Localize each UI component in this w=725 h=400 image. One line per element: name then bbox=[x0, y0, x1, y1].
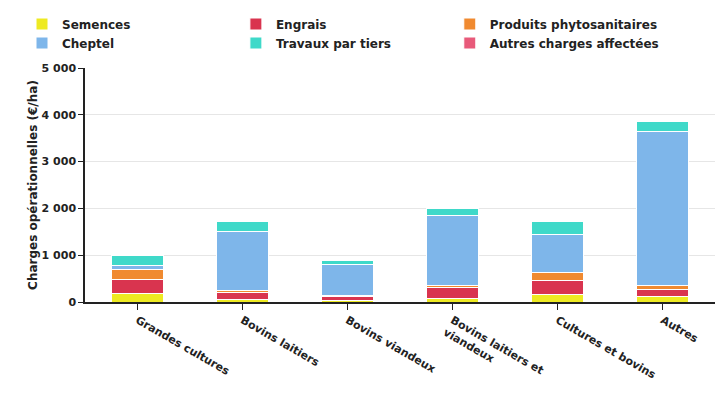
svg-text:Bovins laitiers etviandeux: Bovins laitiers etviandeux bbox=[441, 314, 546, 390]
svg-text:Cultures et bovins: Cultures et bovins bbox=[553, 314, 658, 382]
svg-text:Engrais: Engrais bbox=[276, 18, 327, 32]
svg-text:Charges opérationnelles (€/ha): Charges opérationnelles (€/ha) bbox=[26, 80, 40, 290]
svg-text:Bovins viandeux: Bovins viandeux bbox=[343, 314, 437, 376]
svg-text:3 000: 3 000 bbox=[42, 155, 77, 168]
svg-text:Semences: Semences bbox=[62, 18, 130, 32]
svg-text:Grandes cultures: Grandes cultures bbox=[133, 314, 232, 379]
svg-text:2 000: 2 000 bbox=[42, 202, 77, 215]
svg-text:Autres: Autres bbox=[658, 314, 700, 346]
svg-text:0: 0 bbox=[68, 296, 76, 309]
svg-text:Cheptel: Cheptel bbox=[62, 37, 114, 51]
svg-text:4 000: 4 000 bbox=[42, 109, 77, 122]
svg-text:Travaux par tiers: Travaux par tiers bbox=[276, 37, 391, 51]
svg-text:5 000: 5 000 bbox=[42, 62, 77, 75]
svg-text:Produits phytosanitaires: Produits phytosanitaires bbox=[490, 18, 657, 32]
svg-text:Autres charges affectées: Autres charges affectées bbox=[490, 37, 659, 51]
svg-text:1 000: 1 000 bbox=[42, 249, 77, 262]
svg-text:Bovins laitiers: Bovins laitiers bbox=[238, 314, 322, 370]
